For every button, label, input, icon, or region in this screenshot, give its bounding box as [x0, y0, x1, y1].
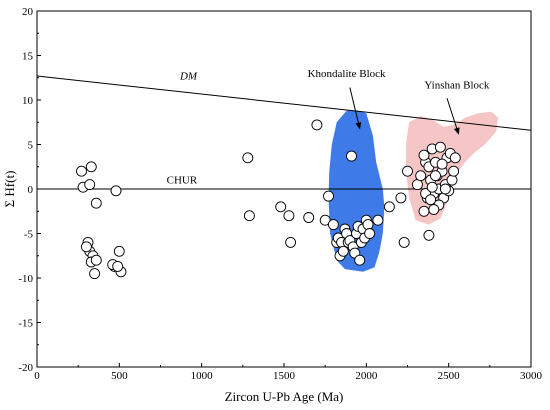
- x-tick-label: 1500: [273, 370, 296, 382]
- x-tick-label: 2000: [355, 370, 378, 382]
- data-point: [90, 197, 102, 209]
- data-point: [337, 245, 349, 257]
- data-point: [364, 228, 376, 239]
- x-axis-ticks: 0 500 1000 1500 2000 2500 3000: [34, 363, 543, 382]
- y-tick-label: -15: [18, 318, 33, 330]
- y-tick-label: 20: [22, 6, 34, 18]
- y-tick-label: -20: [18, 362, 33, 374]
- y-tick-label: 0: [28, 184, 34, 196]
- y-tick-label: 5: [28, 140, 34, 152]
- data-point: [84, 179, 96, 191]
- data-point: [383, 201, 395, 213]
- annotation-labels-layer: DM CHUR Khondalite Block Yinshan Block: [167, 68, 490, 187]
- data-point: [395, 192, 407, 204]
- x-tick-label: 2500: [438, 370, 461, 382]
- x-tick-label: 1000: [191, 370, 214, 382]
- data-point: [90, 254, 102, 266]
- data-point: [446, 174, 458, 186]
- x-tick-label: 500: [111, 370, 128, 382]
- label-khondalite-block: Khondalite Block: [308, 68, 386, 80]
- y-tick-label: 10: [22, 95, 34, 107]
- data-point: [426, 181, 438, 193]
- data-point: [354, 254, 366, 266]
- data-point: [80, 241, 92, 253]
- data-point: [285, 236, 297, 248]
- data-point: [112, 260, 124, 272]
- data-point: [398, 236, 410, 248]
- y-tick-label: -5: [24, 229, 34, 241]
- data-point: [89, 268, 101, 280]
- points-layer: [76, 119, 461, 280]
- data-point: [425, 194, 437, 206]
- data-point: [275, 201, 287, 213]
- data-point: [242, 152, 254, 164]
- x-tick-label: 0: [34, 370, 40, 382]
- y-tick-label: 15: [22, 51, 34, 63]
- data-point: [76, 165, 87, 177]
- reference-line-dm: [37, 75, 531, 131]
- data-point: [436, 158, 448, 170]
- arrows-layer: [349, 87, 460, 135]
- y-tick-label: -10: [18, 273, 33, 285]
- data-point: [243, 210, 255, 222]
- data-point: [311, 119, 323, 131]
- data-point: [418, 205, 430, 217]
- data-point: [402, 165, 413, 177]
- y-axis-title: Σ Hf(t): [2, 171, 17, 208]
- data-point: [439, 183, 451, 195]
- label-chur: CHUR: [167, 175, 198, 187]
- data-point: [323, 190, 334, 202]
- label-yinshan-block: Yinshan Block: [424, 79, 490, 91]
- y-axis-ticks: -20 -15 -10 -5 0 5 10 15 20: [18, 6, 41, 374]
- data-point: [372, 214, 384, 226]
- data-point: [415, 170, 427, 182]
- data-point: [434, 141, 446, 153]
- data-point: [346, 150, 357, 162]
- label-dm: DM: [179, 71, 198, 83]
- data-point: [428, 204, 440, 215]
- data-point: [423, 229, 435, 241]
- data-point: [418, 149, 430, 161]
- data-point: [283, 210, 295, 222]
- data-point: [362, 219, 374, 231]
- data-point: [110, 185, 122, 197]
- annotation-arrow: [349, 87, 362, 130]
- x-tick-label: 3000: [520, 370, 543, 382]
- data-point: [303, 212, 315, 223]
- data-point: [449, 152, 461, 164]
- data-point: [85, 161, 97, 173]
- annotation-arrow: [446, 98, 460, 135]
- data-point: [327, 219, 339, 231]
- data-point: [430, 170, 441, 182]
- data-point: [113, 245, 125, 257]
- x-axis-title: Zircon U-Pb Age (Ma): [225, 389, 344, 404]
- data-point: [448, 165, 460, 177]
